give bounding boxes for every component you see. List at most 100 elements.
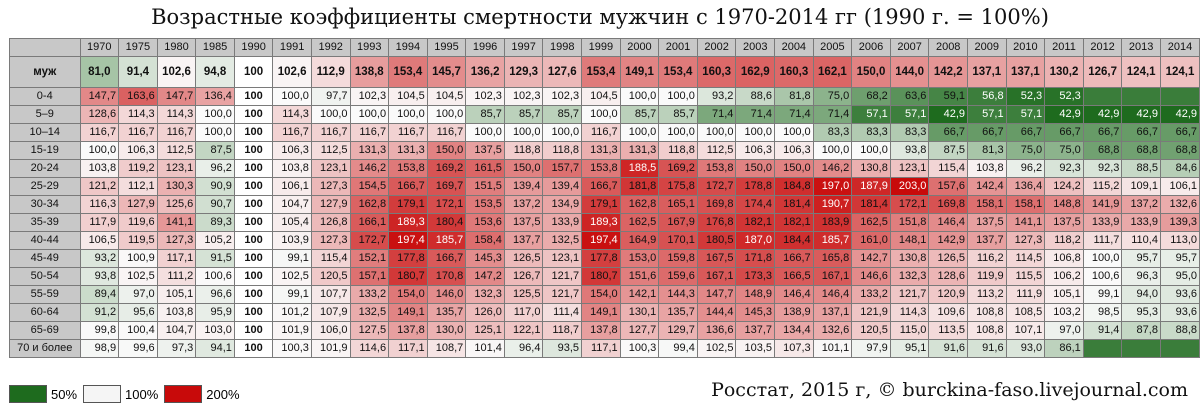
heatmap-cell: 160,3 — [696, 56, 737, 88]
heatmap-cell: 112,5 — [310, 141, 351, 160]
heatmap-cell: 100 — [233, 141, 274, 160]
year-header-1996: 1996 — [465, 38, 505, 57]
heatmap-cell: 162,1 — [812, 56, 853, 88]
heatmap-cell: 160,3 — [774, 56, 814, 88]
heatmap-cell: 134,9 — [542, 195, 583, 214]
heatmap-cell: 106,1 — [272, 177, 312, 196]
heatmap-cell: 114,3 — [889, 303, 930, 322]
heatmap-cell: 115,4 — [928, 159, 968, 178]
heatmap-cell: 90,7 — [195, 195, 235, 214]
heatmap-cell: 189,3 — [388, 213, 428, 232]
heatmap-cell: 100,6 — [1082, 267, 1123, 286]
heatmap-cell: 100 — [233, 321, 274, 340]
heatmap-cell: 144,4 — [696, 303, 737, 322]
heatmap-cell — [1082, 339, 1123, 358]
heatmap-cell: 132,3 — [465, 285, 505, 304]
heatmap-cell: 114,6 — [349, 339, 390, 358]
heatmap-cell: 42,9 — [1121, 105, 1161, 124]
heatmap-cell: 142,2 — [928, 56, 968, 88]
heatmap-cell: 172,7 — [349, 231, 390, 250]
heatmap-cell: 171,8 — [735, 249, 776, 268]
heatmap-cell: 127,3 — [310, 231, 351, 250]
heatmap-cell: 97,7 — [310, 87, 351, 106]
heatmap-cell: 116,3 — [79, 195, 120, 214]
heatmap-cell: 91,4 — [118, 56, 158, 88]
corner-cell — [9, 38, 81, 57]
heatmap-cell: 180,5 — [696, 231, 737, 250]
heatmap-cell: 158,4 — [465, 231, 505, 250]
heatmap-cell: 203,0 — [889, 177, 930, 196]
heatmap-cell: 131,3 — [619, 141, 660, 160]
heatmap-cell: 100 — [233, 339, 274, 358]
heatmap-cell: 100,0 — [619, 123, 660, 142]
heatmap-cell: 100,0 — [349, 105, 390, 124]
heatmap-cell: 100,3 — [272, 339, 312, 358]
heatmap-cell: 96,3 — [1121, 267, 1161, 286]
legend-label-200: 200% — [206, 386, 240, 402]
heatmap-cell: 152,1 — [349, 249, 390, 268]
heatmap-cell: 110,4 — [1121, 231, 1161, 250]
year-header-2012: 2012 — [1082, 38, 1123, 57]
heatmap-cell: 99,1 — [272, 285, 312, 304]
heatmap-cell: 119,5 — [118, 231, 158, 250]
heatmap-cell: 167,9 — [658, 213, 698, 232]
heatmap-cell: 88,6 — [735, 87, 776, 106]
year-header-1993: 1993 — [349, 38, 390, 57]
heatmap-cell: 176,8 — [696, 213, 737, 232]
heatmap-cell: 100,0 — [735, 123, 776, 142]
heatmap-cell: 165,1 — [658, 195, 698, 214]
heatmap-cell: 106,3 — [774, 141, 814, 160]
heatmap-cell: 106,1 — [1159, 177, 1200, 196]
heatmap-cell: 100 — [233, 249, 274, 268]
heatmap-cell: 115,0 — [889, 321, 930, 340]
heatmap-cell: 180,7 — [388, 267, 428, 286]
heatmap-cell: 157,7 — [542, 159, 583, 178]
heatmap-cell: 57,1 — [889, 105, 930, 124]
age-row: 40-44 106,5 119,5 127,3 105,2 100 103,9 127,3 17… — [9, 231, 1200, 250]
chart-title: Возрастные коэффициенты смертности мужчи… — [151, 5, 1049, 29]
row-label: 70 и более — [9, 339, 81, 358]
year-header-2009: 2009 — [967, 38, 1007, 57]
heatmap-cell: 133,9 — [1121, 213, 1161, 232]
heatmap-cell — [1121, 339, 1161, 358]
heatmap-cell: 100,0 — [272, 87, 312, 106]
heatmap-cell: 71,4 — [812, 105, 853, 124]
heatmap-cell: 95,3 — [1121, 303, 1161, 322]
year-header-2008: 2008 — [928, 38, 968, 57]
heatmap-cell: 136,6 — [696, 321, 737, 340]
heatmap-cell: 184,4 — [774, 231, 814, 250]
legend-label-50: 50% — [51, 386, 78, 402]
row-label: 10–14 — [9, 123, 81, 142]
heatmap-cell: 75,0 — [812, 87, 853, 106]
heatmap-cell: 133,9 — [1082, 213, 1123, 232]
heatmap-cell: 96,6 — [195, 285, 235, 304]
heatmap-cell: 139,4 — [503, 177, 544, 196]
heatmap-cell: 153,5 — [465, 195, 505, 214]
row-label: 45-49 — [9, 249, 81, 268]
heatmap-cell: 127,9 — [118, 195, 158, 214]
heatmap-cell: 102,5 — [118, 267, 158, 286]
heatmap-cell: 88,8 — [1159, 321, 1200, 340]
heatmap-cell: 177,8 — [581, 249, 621, 268]
heatmap-cell: 126,8 — [310, 213, 351, 232]
age-row: 65-69 99,8 100,4 104,7 103,0 100 101,9 106,0 127… — [9, 321, 1200, 340]
age-row: 15-19 100,0 106,3 112,5 87,5 100 106,3 112,5 131… — [9, 141, 1200, 160]
heatmap-cell: 146,4 — [812, 285, 853, 304]
heatmap-cell: 167,1 — [696, 267, 737, 286]
heatmap-cell: 169,8 — [696, 195, 737, 214]
heatmap-cell: 136,4 — [195, 87, 235, 106]
heatmap-cell: 102,6 — [272, 56, 312, 88]
heatmap-cell: 75,0 — [1005, 141, 1046, 160]
heatmap-cell: 100 — [233, 56, 274, 88]
heatmap-cell: 131,3 — [388, 141, 428, 160]
heatmap-cell: 101,9 — [272, 321, 312, 340]
heatmap-cell: 81,3 — [967, 141, 1007, 160]
age-row: 35-39 117,9 119,6 141,1 89,3 100 105,4 126,8 166… — [9, 213, 1200, 232]
heatmap-cell: 102,3 — [503, 87, 544, 106]
heatmap-cell: 85,7 — [619, 105, 660, 124]
heatmap-cell: 137,7 — [503, 231, 544, 250]
heatmap-cell: 137,1 — [812, 303, 853, 322]
heatmap-cell: 105,2 — [195, 231, 235, 250]
heatmap-cell: 135,7 — [658, 303, 698, 322]
age-row: 55-59 89,4 97,0 105,1 96,6 100 99,1 107,7 133,2 1… — [9, 285, 1200, 304]
